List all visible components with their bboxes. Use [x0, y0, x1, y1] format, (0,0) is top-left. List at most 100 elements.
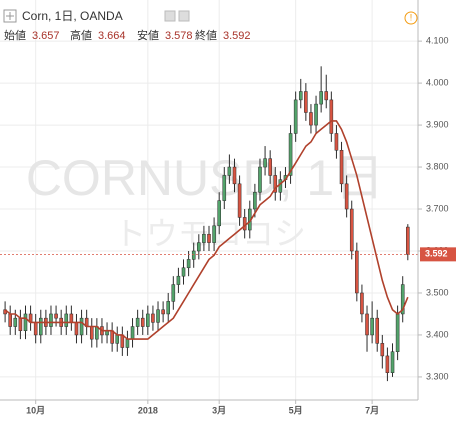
- candle-body: [237, 183, 242, 218]
- candle-body: [13, 317, 18, 327]
- ohlc-label: 終値: [195, 28, 217, 42]
- candle-body: [344, 183, 349, 210]
- y-tick-label: 3.300: [426, 371, 449, 381]
- chart-title: Corn, 1日, OANDA: [22, 9, 123, 23]
- candle-body: [314, 103, 318, 126]
- ohlc-value: 3.657: [32, 30, 60, 42]
- candle-body: [8, 313, 12, 327]
- ohlc-value: 3.578: [165, 30, 193, 42]
- candle-body: [49, 313, 53, 327]
- candle-body: [268, 158, 272, 176]
- candle-body: [79, 317, 84, 336]
- candle-body: [349, 208, 354, 252]
- y-tick-label: 3.700: [426, 203, 449, 213]
- candle-body: [232, 166, 237, 185]
- candle-body: [89, 326, 94, 340]
- moving-average: [4, 120, 409, 340]
- candle-body: [151, 313, 155, 323]
- x-tick-label: 10月: [26, 405, 45, 415]
- candle-body: [385, 355, 390, 373]
- y-tick-label: 3.800: [426, 161, 449, 171]
- y-tick-label: 4.000: [426, 77, 449, 87]
- candle-body: [197, 242, 201, 252]
- candle-body: [176, 275, 181, 285]
- x-tick-label: 5月: [289, 405, 303, 415]
- candle-body: [207, 233, 211, 243]
- symbol-icon-plus: [6, 12, 14, 20]
- watermark-sub: トウモロコシ: [114, 215, 306, 251]
- candle-body: [161, 309, 165, 315]
- y-tick-label: 4.100: [426, 36, 449, 46]
- candle-body: [156, 309, 160, 323]
- x-tick-label: 3月: [212, 405, 226, 415]
- candle-body: [375, 317, 379, 344]
- y-tick-label: 3.500: [426, 287, 449, 297]
- candle-body: [339, 150, 344, 185]
- candle-body: [33, 322, 38, 336]
- candle-body: [191, 250, 196, 260]
- y-tick-label: 3.400: [426, 329, 449, 339]
- candle-body: [242, 217, 247, 231]
- candle-body: [69, 313, 74, 323]
- last-price-badge: [420, 247, 456, 262]
- ohlc-value: 3.664: [98, 30, 126, 42]
- candle-body: [64, 313, 69, 327]
- candle-body: [400, 284, 405, 315]
- x-tick-label: 2018: [138, 405, 158, 415]
- candle-body: [95, 326, 99, 340]
- candle-body: [166, 301, 170, 315]
- settings-icon[interactable]: [164, 10, 176, 22]
- candle-body: [39, 317, 43, 336]
- candle-body: [406, 226, 410, 255]
- candle-body: [273, 175, 278, 193]
- close-icon[interactable]: [178, 10, 190, 22]
- candle-body: [253, 191, 257, 210]
- candle-body: [360, 292, 364, 315]
- candle-body: [278, 179, 283, 193]
- candle-body: [202, 233, 206, 243]
- candle-body: [304, 91, 308, 113]
- alert-icon-mark: !: [410, 12, 413, 22]
- ohlc-label: 高値: [70, 28, 92, 42]
- candle-body: [125, 338, 130, 348]
- candle-body: [263, 158, 267, 168]
- candle-body: [23, 313, 28, 331]
- y-tick-label: 3.900: [426, 119, 449, 129]
- alert-icon[interactable]: [404, 11, 418, 25]
- candle-body: [298, 91, 303, 101]
- candle-body: [329, 99, 334, 134]
- candle-body: [319, 91, 323, 105]
- candle-body: [140, 317, 145, 327]
- candle-body: [74, 322, 79, 336]
- candle-body: [227, 166, 232, 176]
- candle-body: [222, 175, 227, 201]
- candle-body: [212, 225, 216, 243]
- x-tick-label: 7月: [365, 405, 379, 415]
- candle-body: [186, 259, 191, 269]
- candle-body: [54, 313, 58, 319]
- candle-body: [365, 313, 369, 336]
- candle-body: [309, 112, 313, 126]
- ohlc-label: 始値: [4, 28, 26, 42]
- candle-body: [288, 133, 293, 176]
- candle-body: [171, 284, 176, 302]
- candle-body: [217, 200, 221, 227]
- candle-body: [115, 334, 120, 344]
- watermark: CORNUSD, 1日: [26, 150, 384, 206]
- candle-body: [370, 317, 374, 336]
- candle-body: [130, 326, 135, 340]
- candle-body: [355, 250, 359, 294]
- candle-body: [181, 267, 186, 277]
- candle-body: [380, 343, 385, 357]
- last-price-label: 3.592: [425, 249, 448, 259]
- candle-body: [390, 351, 395, 373]
- candle-body: [395, 313, 400, 352]
- ohlc-label: 安値: [137, 28, 159, 42]
- candle-body: [334, 133, 339, 151]
- candle-body: [18, 317, 23, 331]
- candle-body: [293, 99, 298, 134]
- candle-body: [135, 317, 140, 327]
- candle-body: [146, 313, 150, 327]
